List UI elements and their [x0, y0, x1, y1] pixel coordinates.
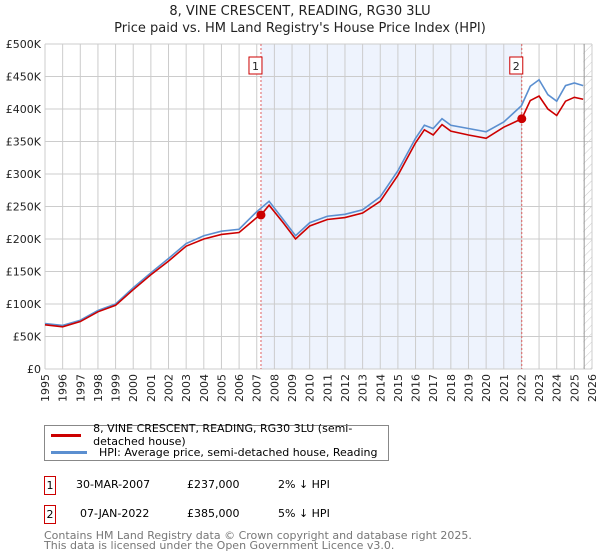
- y-tick-label: £400K: [6, 103, 42, 116]
- x-tick-label: 2024: [551, 374, 564, 402]
- x-tick-label: 1998: [92, 374, 105, 402]
- legend-line-blue: [51, 450, 87, 454]
- x-tick-label: 2021: [498, 374, 511, 402]
- x-tick-label: 2007: [251, 374, 264, 402]
- x-tick-label: 2000: [127, 374, 140, 402]
- y-tick-label: £500K: [6, 38, 42, 51]
- x-tick-label: 2015: [392, 374, 405, 402]
- x-tick-label: 2012: [339, 374, 352, 402]
- legend-item-property: 8, VINE CRESCENT, READING, RG30 3LU (sem…: [51, 422, 388, 448]
- sale-label: 1: [252, 60, 259, 73]
- hpi-line: [44, 78, 584, 327]
- sale-row-1: 1 30-MAR-2007 £237,000 2% ↓ HPI: [44, 476, 374, 495]
- x-tick-label: 2002: [163, 374, 176, 402]
- y-tick-label: £100K: [6, 298, 42, 311]
- sale-badge: 2: [44, 505, 56, 524]
- price-line: [44, 94, 584, 328]
- title: 8, VINE CRESCENT, READING, RG30 3LU: [169, 4, 431, 19]
- x-tick-label: 2013: [357, 374, 370, 402]
- x-tick-label: 2026: [586, 374, 599, 402]
- legend-line-red: [51, 433, 82, 437]
- x-tick-label: 2008: [268, 374, 281, 402]
- x-tick-label: 2022: [515, 374, 528, 402]
- subtitle: Price paid vs. HM Land Registry's House …: [114, 21, 486, 36]
- x-tick-label: 2003: [180, 374, 193, 402]
- y-tick-label: £300K: [6, 168, 42, 181]
- x-tick-label: 1995: [39, 374, 52, 402]
- chart-title: 8, VINE CRESCENT, READING, RG30 3LU Pric…: [0, 3, 600, 37]
- sale-hpi: 5% ↓ HPI: [278, 507, 330, 520]
- y-tick-label: £0: [27, 363, 41, 376]
- x-tick-label: 2023: [533, 374, 546, 402]
- x-tick-label: 1997: [74, 374, 87, 402]
- legend-label: 8, VINE CRESCENT, READING, RG30 3LU (sem…: [93, 422, 353, 448]
- x-tick-label: 2006: [233, 374, 246, 402]
- footer-line: Contains HM Land Registry data © Crown c…: [44, 529, 472, 542]
- legend-item-hpi: HPI: Average price, semi-detached house,…: [51, 444, 378, 460]
- y-tick-label: £250K: [6, 201, 42, 214]
- sale-date: 07-JAN-2022: [80, 507, 150, 520]
- x-tick-label: 2019: [462, 374, 475, 402]
- sale-hpi: 2% ↓ HPI: [278, 478, 330, 491]
- x-tick-label: 2009: [286, 374, 299, 402]
- sale-point: [517, 114, 527, 124]
- x-tick-label: 2016: [410, 374, 423, 402]
- sale-label-box: [509, 56, 524, 75]
- sale-row-2: 2 07-JAN-2022 £385,000 5% ↓ HPI: [44, 505, 374, 524]
- footer: Contains HM Land Registry data © Crown c…: [44, 529, 472, 552]
- x-tick-label: 2014: [374, 374, 387, 402]
- x-tick-label: 2001: [145, 374, 158, 402]
- y-tick-label: £350K: [6, 136, 42, 149]
- sale-point: [256, 210, 266, 220]
- sale-price: £385,000: [187, 507, 240, 520]
- x-tick-label: 2018: [445, 374, 458, 402]
- x-tick-label: 2025: [568, 374, 581, 402]
- legend-label: HPI: Average price, semi-detached house,…: [99, 445, 378, 459]
- legend: 8, VINE CRESCENT, READING, RG30 3LU (sem…: [44, 422, 389, 461]
- sale-date: 30-MAR-2007: [76, 478, 151, 491]
- x-tick-label: 2004: [198, 374, 211, 402]
- x-tick-label: 2020: [480, 374, 493, 402]
- y-tick-label: £450K: [6, 71, 42, 84]
- x-tick-label: 2011: [321, 374, 334, 402]
- sale-label: 2: [513, 60, 520, 73]
- x-tick-label: 1999: [110, 374, 123, 402]
- x-tick-label: 2005: [215, 374, 228, 402]
- x-tick-label: 2017: [427, 374, 440, 402]
- y-tick-label: £50K: [13, 331, 42, 344]
- sale-badge: 1: [44, 476, 56, 495]
- chart: 1995 1996 1997 1998 1999 2000 2001 2002 2003 2004…: [6, 38, 599, 402]
- sale-label-box: [248, 56, 263, 75]
- y-tick-label: £150K: [6, 266, 42, 279]
- x-tick-label: 2010: [304, 374, 317, 402]
- sale-price: £237,000: [187, 478, 240, 491]
- y-tick-label: £200K: [6, 233, 42, 246]
- footer-line: This data is licensed under the Open Gov…: [44, 539, 395, 552]
- x-tick-label: 1996: [57, 374, 70, 402]
